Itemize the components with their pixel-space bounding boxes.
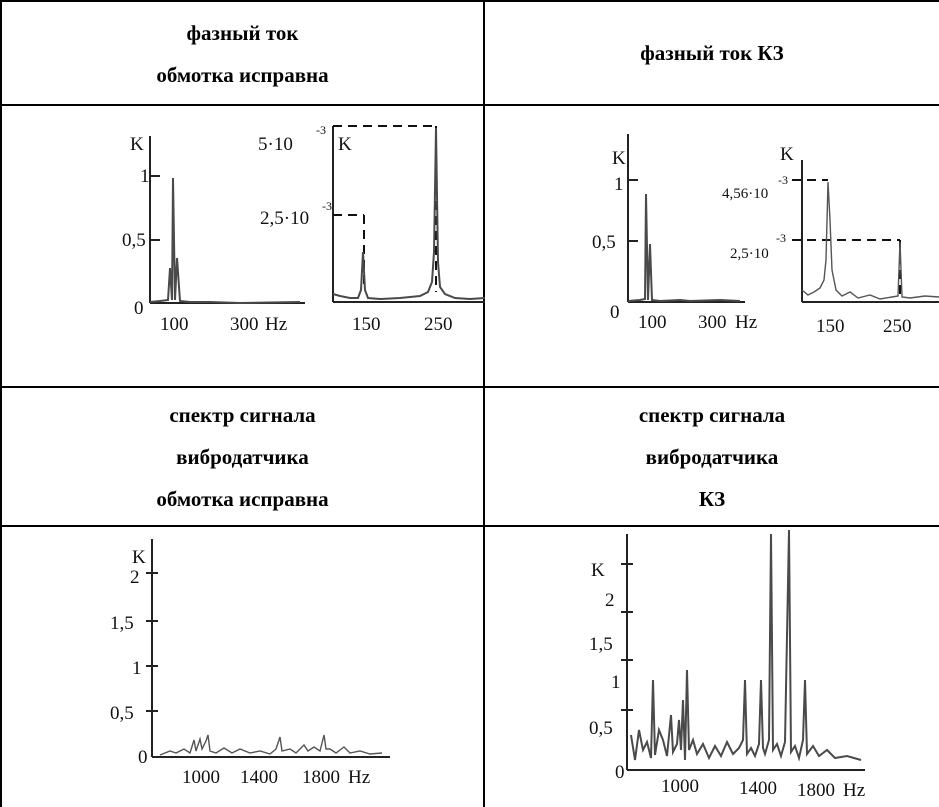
y-tick-label: 1 (132, 658, 142, 679)
x-tick-label: 250 (424, 314, 453, 335)
header-line: фазный ток КЗ (640, 41, 784, 65)
peak-label: 5·10 (258, 134, 293, 155)
spectrum-line (627, 193, 741, 303)
header-line: спектр сигнала (169, 402, 316, 427)
plot-current-ok-high: 5·10 -3 2,5·10 -3 K 150 250 (258, 123, 486, 335)
spectrum-line (801, 181, 939, 300)
header-line: фазный ток (186, 21, 299, 45)
y-tick-label: 0 (138, 747, 148, 768)
x-tick-label: 1400 (739, 778, 777, 799)
x-tick-label: 1000 (182, 767, 220, 788)
peak-label: 2,5·10 (260, 208, 309, 229)
y-tick-label: 1 (614, 174, 624, 195)
header-phase-current-fault: фазный ток КЗ (485, 2, 939, 104)
plot-current-ok-low: K 1 0,5 0 100 300 Hz (122, 134, 305, 335)
y-tick-label: 1 (611, 672, 621, 693)
y-tick-label: 1 (140, 166, 150, 187)
plot-vibration-ok: K 2 1,5 1 0,5 0 1000 1400 1800 Hz (110, 539, 390, 788)
peak-label: 2,5·10 (730, 246, 769, 262)
peak-label-base: 2,5·10 (260, 208, 309, 229)
x-unit-label: Hz (265, 314, 287, 335)
header-line: вибродатчика (176, 444, 309, 469)
y-tick-label: 0 (615, 762, 625, 783)
header-line: спектр сигнала (638, 402, 786, 427)
y-axis-label: K (338, 134, 352, 155)
x-unit-label: Hz (735, 312, 757, 333)
x-tick-label: 150 (816, 316, 845, 337)
peak-label-exponent: -3 (322, 199, 332, 213)
header-line: обмотка исправна (156, 63, 329, 87)
table-border-top (0, 0, 939, 2)
y-axis-label: K (591, 560, 605, 581)
x-tick-label: 150 (352, 314, 381, 335)
table-border-left (0, 0, 2, 807)
x-tick-label: 1000 (661, 776, 699, 797)
peak-label-base: 4,56·10 (722, 186, 768, 202)
y-tick-label: 1,5 (589, 634, 613, 655)
table-row-divider-1 (0, 104, 939, 106)
y-tick-label: 0,5 (589, 718, 613, 739)
x-tick-label: 100 (160, 314, 189, 335)
spectrum-line (149, 177, 301, 305)
table-divider-vertical (483, 0, 485, 807)
header-vibration-fault: спектр сигнала вибродатчика КЗ (485, 388, 939, 525)
y-tick-label: 1,5 (110, 613, 134, 634)
table-row-divider-3 (0, 525, 939, 527)
y-tick-label: 2 (605, 590, 615, 611)
plot-vibration-fault: K 2 1,5 1 0,5 0 1000 1400 1800 Hz (589, 529, 865, 801)
y-axis-label: K (612, 148, 626, 169)
header-line: КЗ (698, 486, 726, 511)
x-tick-label: 100 (638, 312, 667, 333)
x-tick-label: 1800 (797, 780, 835, 801)
peak-label-exponent: -3 (778, 173, 788, 187)
x-tick-label: 1400 (240, 767, 278, 788)
x-unit-label: Hz (843, 780, 865, 801)
peak-label-base: 5·10 (258, 134, 293, 155)
y-tick-label: 0,5 (110, 703, 134, 724)
peak-label: 4,56·10 (722, 186, 768, 202)
y-tick-label: 0 (134, 298, 144, 319)
header-line: обмотка исправна (156, 486, 329, 511)
peak-label-exponent: -3 (316, 123, 326, 137)
y-axis-label: K (132, 547, 146, 568)
y-tick-label: 0,5 (592, 232, 616, 253)
plot-current-fault-high: K 4,56·10 -3 2,5·10 -3 150 250 (722, 144, 939, 337)
x-unit-label: Hz (348, 767, 370, 788)
y-tick-label: 0,5 (122, 230, 146, 251)
plot-current-fault-low: K 1 0,5 0 100 300 Hz (592, 134, 757, 333)
x-tick-label: 1800 (302, 767, 340, 788)
x-tick-label: 250 (883, 316, 912, 337)
table-row-divider-2 (0, 386, 939, 388)
peak-label-base: 2,5·10 (730, 246, 769, 262)
y-tick-label: 2 (130, 567, 140, 588)
x-tick-label: 300 (698, 312, 727, 333)
x-tick-label: 300 (230, 314, 259, 335)
header-line: вибродатчика (645, 444, 779, 469)
header-phase-current-ok: фазный ток обмотка исправна (2, 8, 483, 100)
spectrum-line (332, 127, 486, 301)
spectrum-line (159, 734, 383, 756)
header-vibration-ok: спектр сигнала вибродатчика обмотка испр… (2, 388, 483, 525)
spectrum-line (630, 529, 862, 762)
y-axis-label: K (780, 144, 794, 165)
y-tick-label: 0 (610, 302, 620, 323)
peak-label-exponent: -3 (776, 231, 786, 245)
y-axis-label: K (130, 134, 144, 155)
